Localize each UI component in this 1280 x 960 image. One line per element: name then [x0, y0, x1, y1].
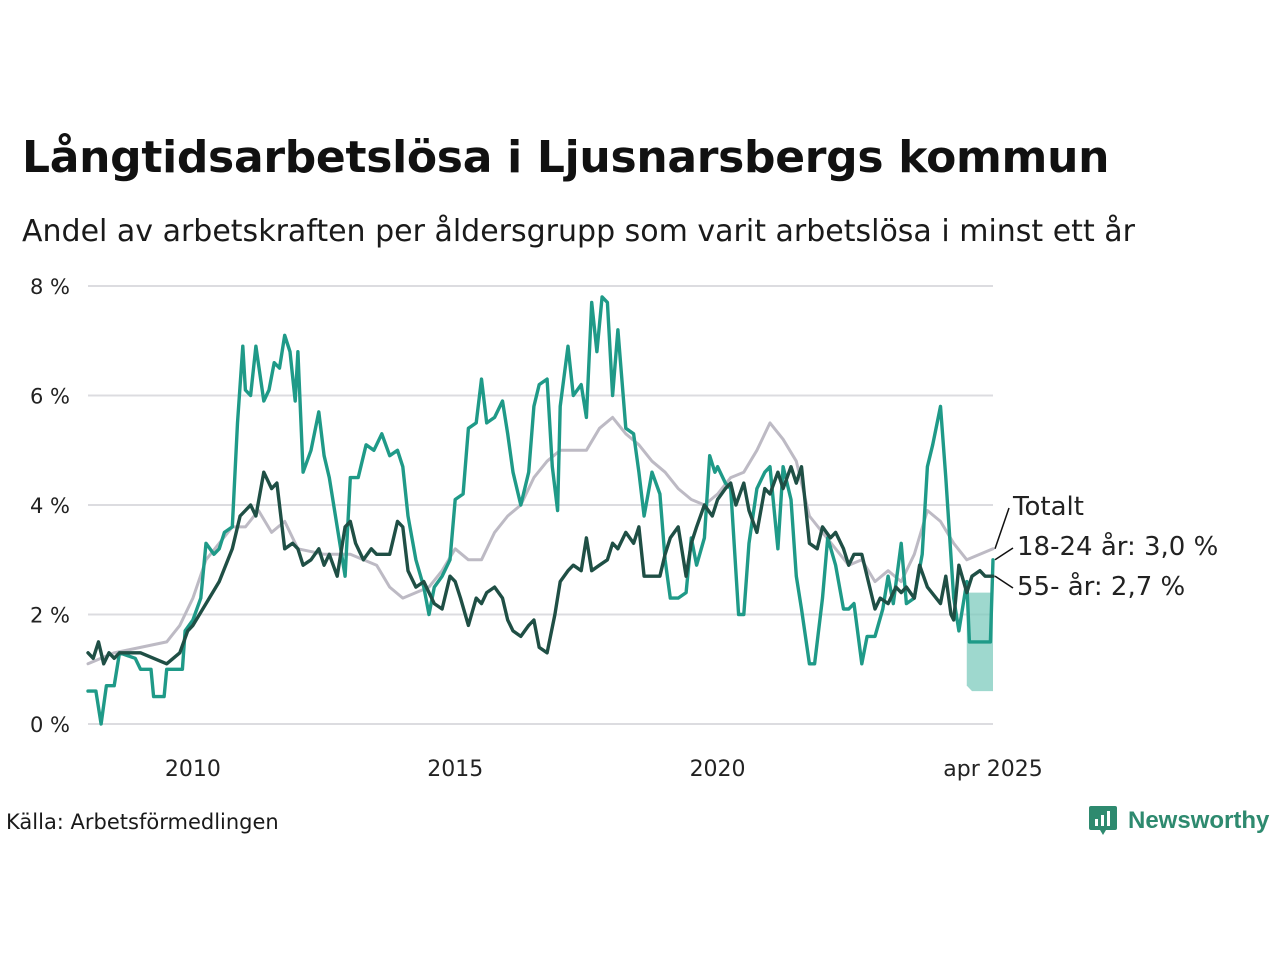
- x-tick-label: 2015: [427, 757, 483, 782]
- line-chart: 0 % 2 % 4 % 6 % 8 % 2010 2015 2020 apr 2025 Tot…: [30, 275, 1218, 782]
- series-line-senior: [86, 465, 995, 666]
- y-tick-label: 6 %: [30, 385, 70, 409]
- series-label-totalt: Totalt: [1012, 492, 1084, 522]
- chart-title: Långtidsarbetslösa i Ljusnarsbergs kommu…: [22, 132, 1110, 183]
- label-leader-line: [994, 547, 1014, 561]
- series-lines: [86, 295, 995, 726]
- series-line-totalt: [86, 415, 995, 666]
- chart-subtitle: Andel av arbetskraften per åldersgrupp s…: [22, 214, 1135, 249]
- label-leader-line: [994, 575, 1014, 589]
- brand-name: Newsworthy: [1128, 807, 1270, 834]
- y-axis-ticks: 0 % 2 % 4 % 6 % 8 %: [30, 275, 70, 737]
- y-tick-label: 4 %: [30, 494, 70, 518]
- series-label-youth: 18-24 år: 3,0 %: [1017, 531, 1218, 562]
- y-tick-label: 8 %: [30, 275, 70, 299]
- grid-lines: [88, 285, 993, 725]
- series-label-senior: 55- år: 2,7 %: [1017, 571, 1185, 602]
- source-note: Källa: Arbetsförmedlingen: [6, 810, 279, 834]
- label-leader-line: [994, 507, 1010, 550]
- series-line-youth: [86, 295, 995, 726]
- x-axis-ticks: 2010 2015 2020 apr 2025: [165, 757, 1043, 782]
- y-tick-label: 0 %: [30, 713, 70, 737]
- brand-logo[interactable]: Newsworthy: [1088, 804, 1269, 838]
- series-labels: Totalt 18-24 år: 3,0 % 55- år: 2,7 %: [994, 492, 1218, 602]
- newsworthy-logo-icon: [1089, 806, 1117, 835]
- x-tick-label: 2020: [690, 757, 746, 782]
- y-tick-label: 2 %: [30, 604, 70, 628]
- x-tick-label: 2010: [165, 757, 221, 782]
- x-tick-label: apr 2025: [943, 757, 1042, 782]
